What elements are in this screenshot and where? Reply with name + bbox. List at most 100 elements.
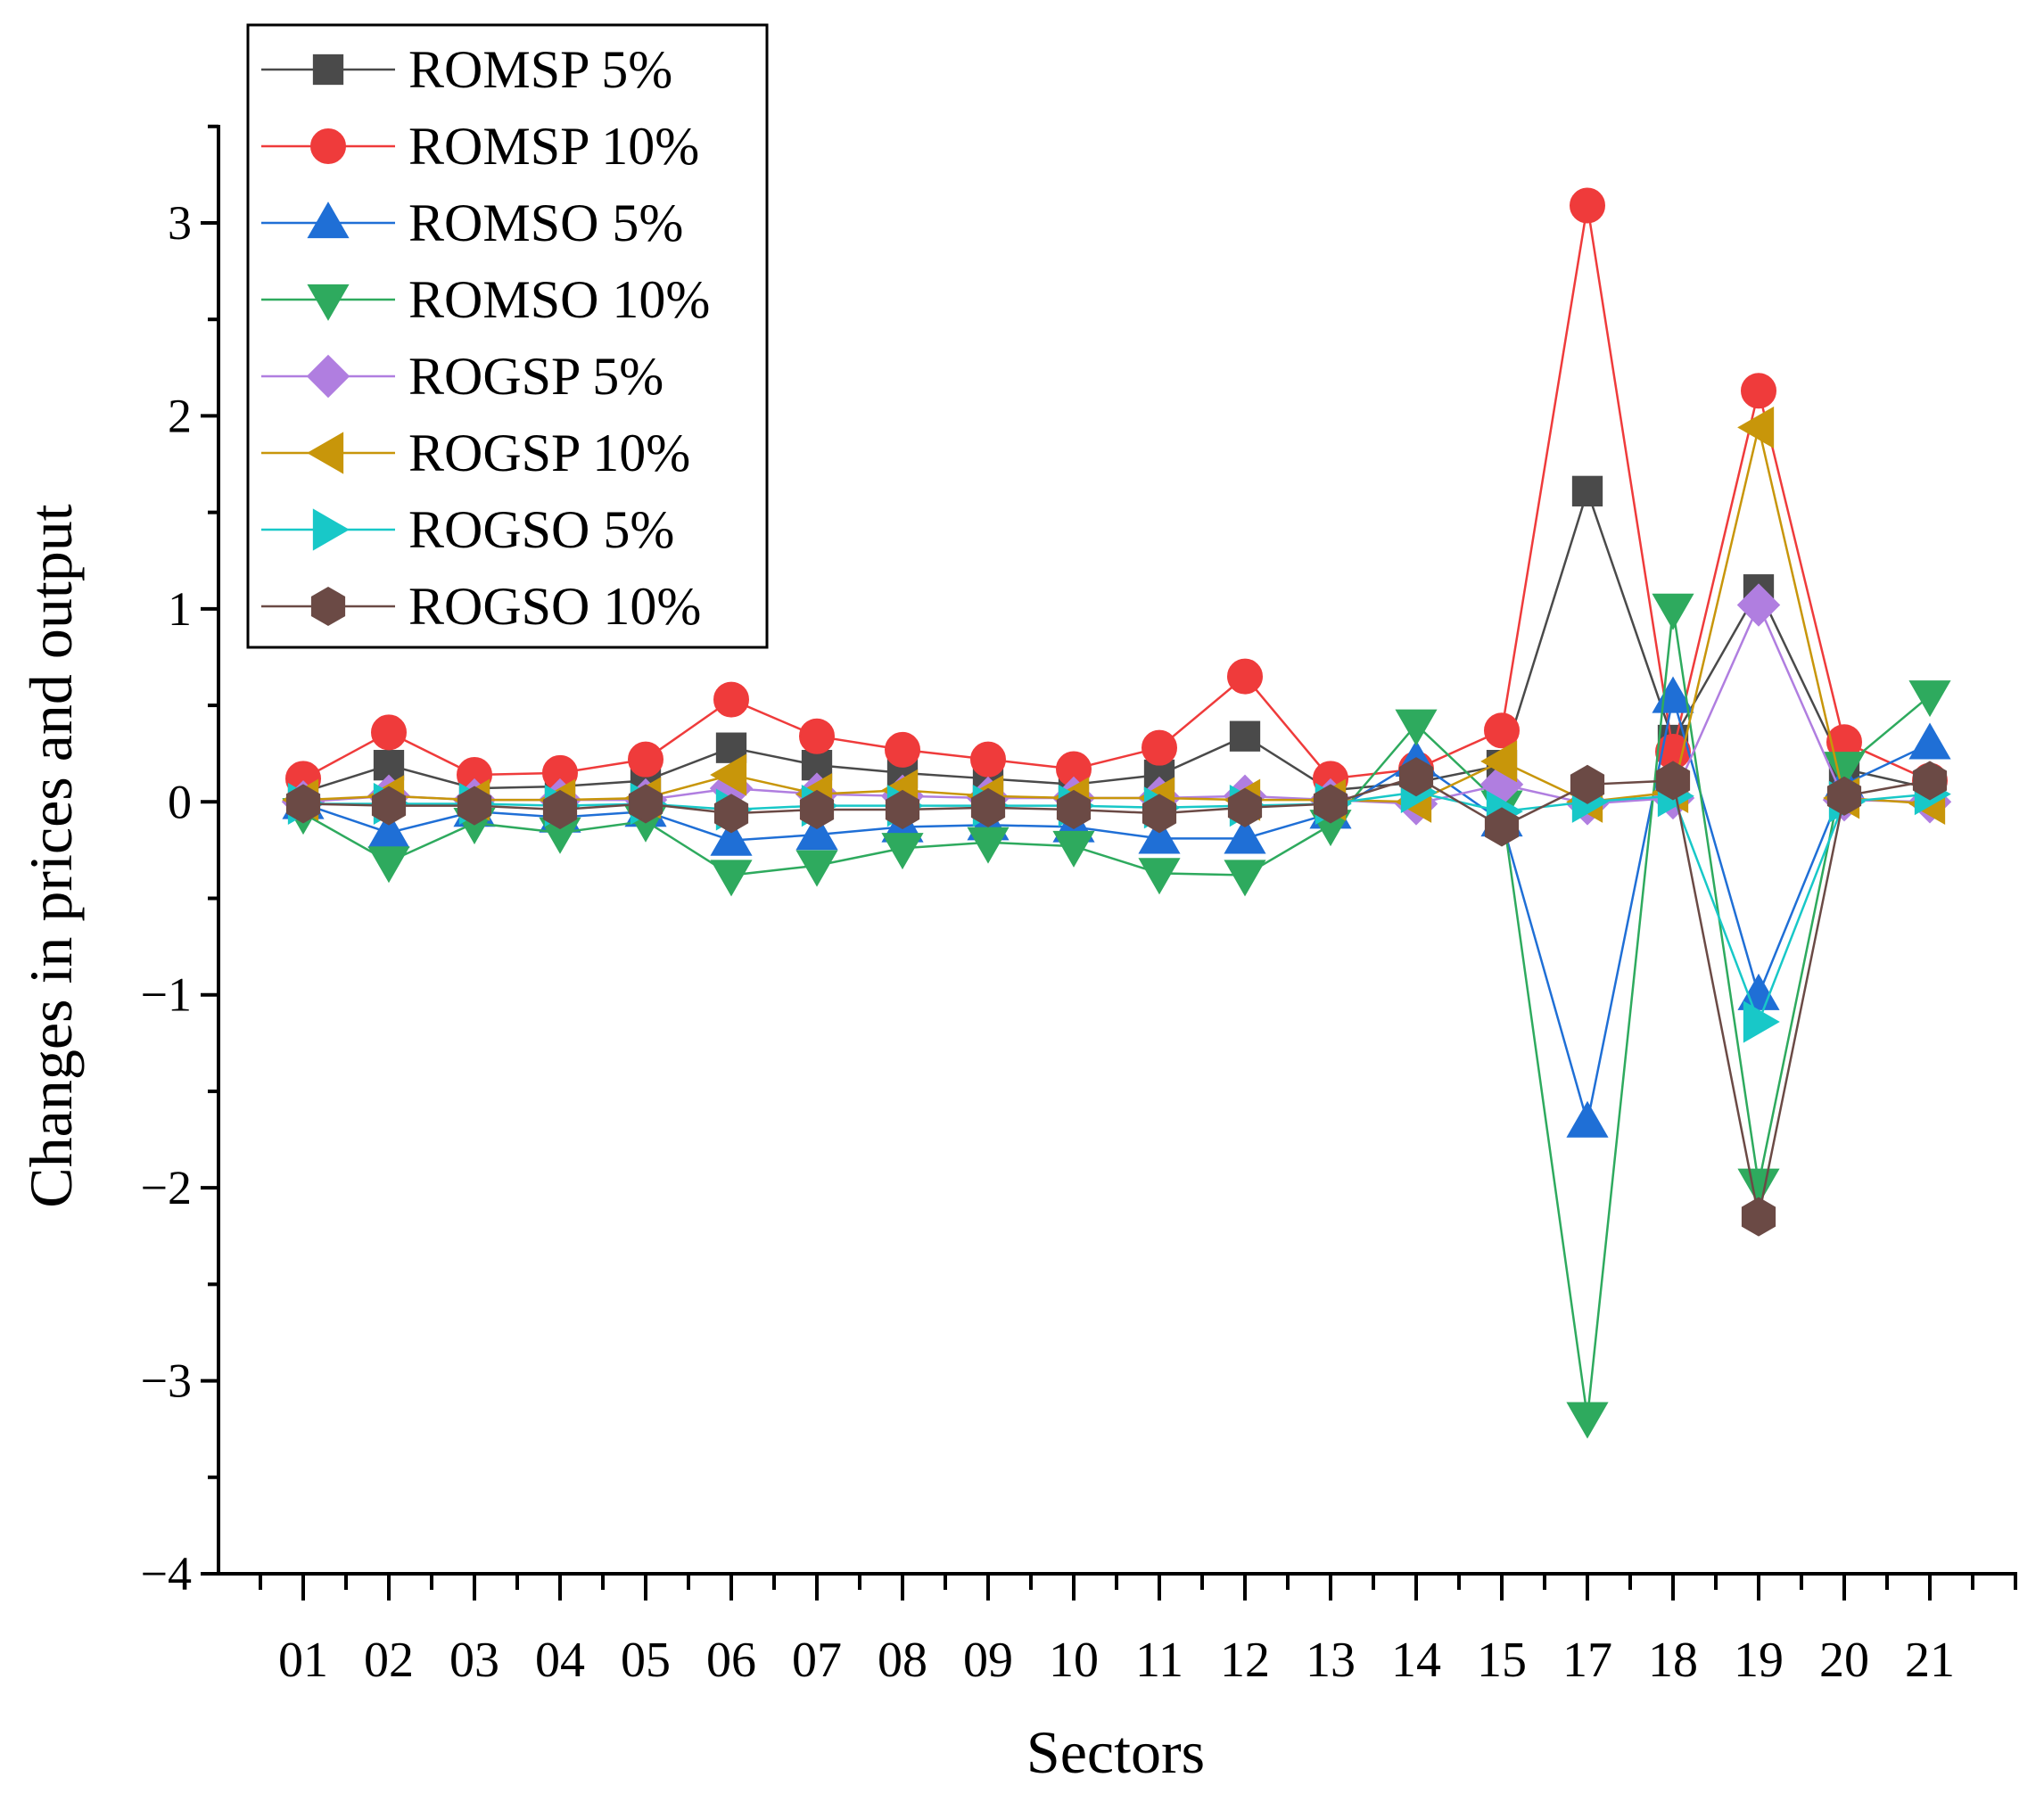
data-point (542, 789, 578, 829)
legend-item: ROMSO 10% (261, 270, 710, 329)
data-point (1912, 761, 1948, 801)
data-point (1227, 787, 1263, 827)
data-point (1224, 860, 1266, 897)
data-point (967, 827, 1010, 864)
data-point (371, 714, 407, 751)
data-point (1570, 187, 1605, 224)
data-point (970, 787, 1006, 827)
data-point (885, 789, 920, 829)
legend-label: ROMSP 10% (408, 117, 699, 176)
data-point (1570, 764, 1605, 804)
data-point (1138, 817, 1181, 854)
data-point (1566, 1402, 1609, 1439)
legend-item: ROMSO 5% (261, 193, 683, 252)
data-point (1480, 740, 1518, 783)
data-point (1142, 794, 1177, 834)
legend-item: ROGSO 10% (261, 577, 701, 636)
data-point (1908, 722, 1951, 760)
data-point (1655, 761, 1691, 801)
data-point (1138, 858, 1181, 895)
data-point (367, 846, 410, 884)
series-rogso-10pct (285, 757, 1948, 1237)
data-point (1227, 658, 1263, 695)
y-tick-label: −3 (141, 1354, 192, 1408)
legend-item: ROMSP 10% (261, 117, 699, 176)
x-tick-label: 17 (1562, 1633, 1612, 1688)
x-tick-label: 21 (1905, 1633, 1955, 1688)
x-tick-label: 18 (1648, 1633, 1698, 1688)
data-point (710, 819, 753, 856)
legend-marker (310, 128, 346, 164)
data-point (1229, 720, 1261, 752)
x-tick-label: 10 (1049, 1633, 1099, 1688)
x-tick-label: 08 (878, 1633, 927, 1688)
data-point (710, 860, 753, 897)
data-point (1826, 776, 1862, 816)
data-point (1652, 593, 1694, 630)
data-point (1313, 784, 1348, 824)
data-point (881, 833, 924, 870)
data-point (1737, 1168, 1780, 1206)
data-point (1737, 973, 1780, 1010)
data-point (799, 789, 835, 829)
data-point (1823, 752, 1866, 789)
data-point (1737, 406, 1775, 448)
legend-label: ROGSP 10% (408, 424, 690, 482)
data-point (1571, 475, 1603, 506)
legend-label: ROMSO 10% (408, 270, 710, 329)
series-layer (281, 187, 1952, 1439)
legend-item: ROGSO 5% (261, 500, 674, 559)
x-tick-label: 04 (535, 1633, 585, 1688)
data-point (1056, 789, 1092, 829)
legend-item: ROMSP 5% (261, 40, 672, 99)
data-point (1052, 830, 1095, 868)
legend-marker (307, 202, 350, 239)
series-line (302, 608, 1931, 1418)
data-point (795, 813, 838, 851)
y-tick-label: −4 (141, 1547, 192, 1601)
data-point (285, 784, 321, 824)
y-tick-label: 2 (168, 389, 192, 442)
data-point (885, 731, 920, 768)
data-point (713, 794, 749, 834)
x-tick-label: 07 (792, 1633, 842, 1688)
x-tick-label: 14 (1391, 1633, 1441, 1688)
x-tick-label: 09 (963, 1633, 1013, 1688)
x-tick-label: 13 (1306, 1633, 1356, 1688)
legend-label: ROMSO 5% (408, 193, 683, 252)
x-tick-label: 03 (449, 1633, 499, 1688)
data-point (457, 786, 492, 826)
data-point (1908, 680, 1951, 718)
data-point (1395, 709, 1438, 746)
y-tick-label: 3 (168, 196, 192, 250)
legend-label: ROGSO 5% (408, 500, 674, 559)
legend-marker (312, 508, 350, 551)
data-point (628, 784, 663, 824)
legend-label: ROGSO 10% (408, 577, 701, 636)
data-point (1142, 729, 1177, 766)
data-point (1398, 757, 1434, 797)
data-point (371, 786, 407, 826)
data-point (1743, 1000, 1780, 1043)
x-tick-label: 15 (1477, 1633, 1527, 1688)
data-point (1484, 807, 1520, 847)
data-point (1484, 712, 1520, 749)
x-tick-label: 12 (1220, 1633, 1270, 1688)
x-axis-title: Sectors (1026, 1718, 1205, 1786)
x-tick-label: 19 (1734, 1633, 1784, 1688)
data-point (799, 718, 835, 754)
y-tick-label: 0 (168, 775, 192, 828)
legend-box (246, 23, 769, 649)
legend-marker (312, 53, 344, 86)
legend-marker (306, 354, 350, 399)
data-point (1741, 373, 1776, 409)
legend: ROMSP 5% ROMSP 10% ROMSO 5% ROMSO 10% ROGSP … (246, 23, 769, 649)
legend-marker (307, 284, 350, 321)
x-tick-label: 11 (1135, 1633, 1183, 1688)
legend-item: ROGSP 10% (261, 424, 690, 482)
legend-label: ROGSP 5% (408, 347, 663, 406)
data-point (1736, 583, 1781, 627)
data-point (628, 741, 663, 778)
